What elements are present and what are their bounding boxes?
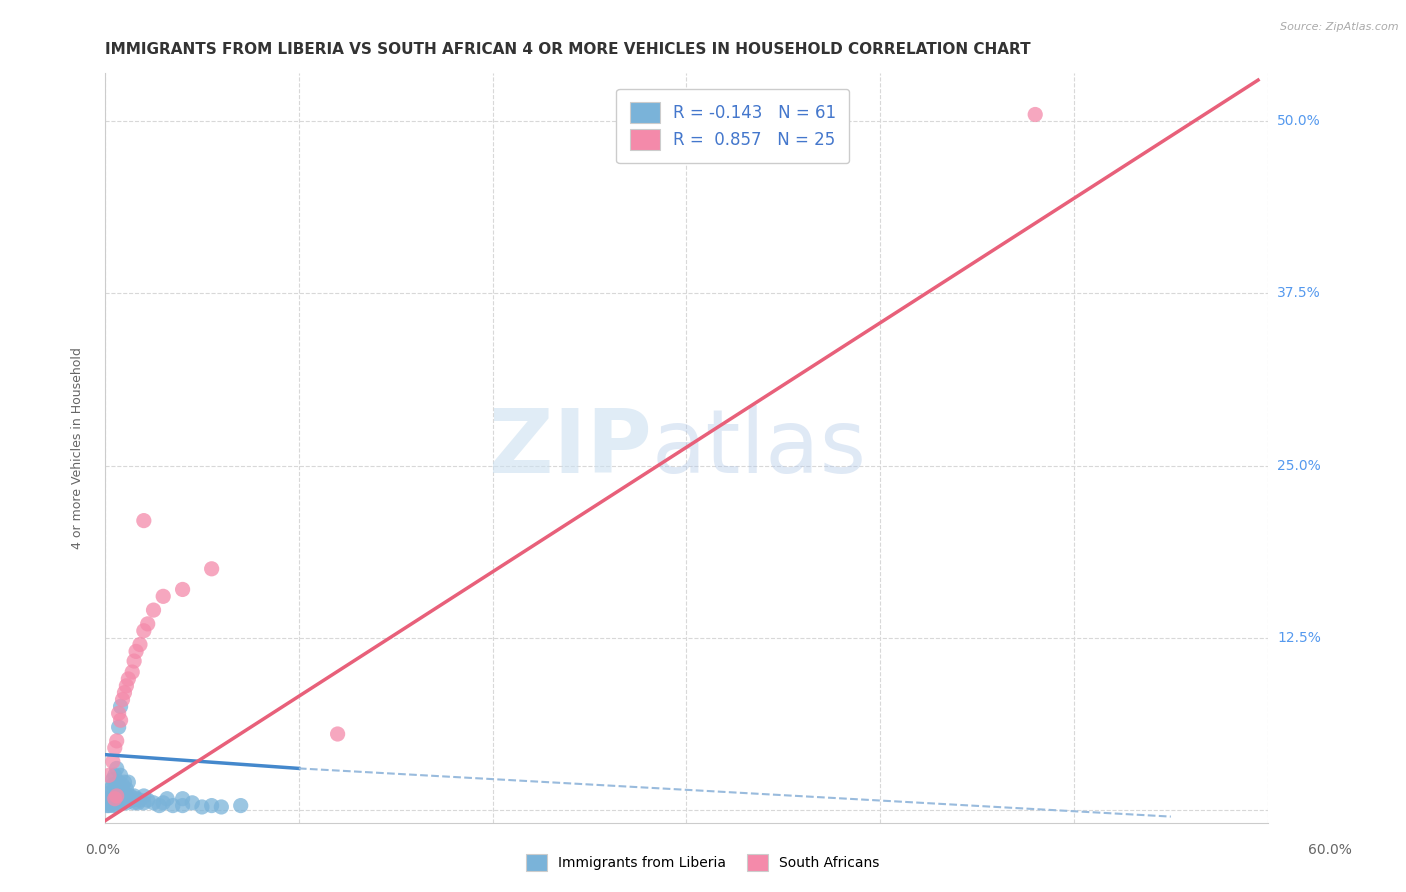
Point (148, 798, 170, 813)
Point (125, 644, 148, 658)
Point (326, 727, 349, 741)
Point (105, 786, 128, 800)
Point (97, 768, 120, 782)
Point (107, 706, 129, 721)
Point (181, 796, 204, 810)
Point (121, 665, 143, 679)
Point (105, 798, 128, 813)
Point (110, 782, 132, 797)
Point (110, 713, 132, 727)
Point (105, 778, 128, 792)
Text: 25.0%: 25.0% (1278, 458, 1322, 473)
Point (104, 791, 127, 805)
Point (97, 786, 120, 800)
Point (209, 800, 232, 814)
Point (96, 798, 118, 813)
Point (104, 789, 127, 803)
Point (107, 720, 129, 734)
Point (201, 562, 224, 576)
Text: 37.5%: 37.5% (1278, 286, 1322, 301)
Point (110, 768, 132, 782)
Point (122, 796, 145, 810)
Point (104, 740, 127, 755)
Point (96, 796, 118, 810)
Point (172, 582, 194, 597)
Point (97, 798, 120, 813)
Point (132, 789, 155, 803)
Text: atlas: atlas (651, 405, 866, 491)
Text: ZIP: ZIP (489, 405, 651, 491)
Point (152, 590, 174, 604)
Text: IMMIGRANTS FROM LIBERIA VS SOUTH AFRICAN 4 OR MORE VEHICLES IN HOUSEHOLD CORRELA: IMMIGRANTS FROM LIBERIA VS SOUTH AFRICAN… (105, 42, 1031, 57)
Point (129, 793, 152, 807)
Point (132, 514, 155, 528)
Y-axis label: 4 or more Vehicles in Household: 4 or more Vehicles in Household (72, 347, 84, 549)
Point (121, 793, 143, 807)
Text: Source: ZipAtlas.com: Source: ZipAtlas.com (1281, 22, 1399, 32)
Point (122, 654, 145, 668)
Point (107, 796, 129, 810)
Point (104, 796, 127, 810)
Point (136, 793, 159, 807)
Point (101, 755, 124, 769)
Point (114, 793, 136, 807)
Point (162, 798, 184, 813)
Text: 12.5%: 12.5% (1278, 631, 1322, 645)
Point (107, 775, 129, 789)
Point (115, 782, 138, 797)
Point (111, 692, 134, 706)
Point (117, 775, 139, 789)
Point (132, 624, 155, 638)
Point (172, 791, 194, 805)
Point (105, 761, 128, 775)
Point (152, 796, 174, 810)
Point (117, 791, 139, 805)
Point (115, 679, 138, 693)
Point (100, 789, 122, 803)
Point (104, 782, 127, 797)
Point (142, 796, 165, 810)
Point (142, 603, 165, 617)
Point (122, 789, 145, 803)
Point (120, 789, 142, 803)
Point (111, 778, 134, 792)
Point (101, 778, 124, 792)
Point (114, 775, 136, 789)
Point (115, 796, 138, 810)
Point (104, 768, 127, 782)
Legend: R = -0.143   N = 61, R =  0.857   N = 25: R = -0.143 N = 61, R = 0.857 N = 25 (616, 89, 849, 163)
Point (105, 791, 128, 805)
Point (111, 796, 134, 810)
Legend: Immigrants from Liberia, South Africans: Immigrants from Liberia, South Africans (520, 848, 886, 876)
Text: 0.0%: 0.0% (86, 843, 120, 857)
Point (100, 782, 122, 797)
Point (107, 789, 129, 803)
Text: 60.0%: 60.0% (1308, 843, 1353, 857)
Point (101, 798, 124, 813)
Point (101, 772, 124, 787)
Point (105, 734, 128, 748)
Point (100, 796, 122, 810)
Point (127, 796, 149, 810)
Point (110, 791, 132, 805)
Point (172, 798, 194, 813)
Point (111, 789, 134, 803)
Point (114, 686, 136, 700)
Point (132, 796, 155, 810)
Point (117, 672, 139, 686)
Point (136, 616, 159, 631)
Point (125, 791, 148, 805)
Point (114, 786, 136, 800)
Point (1024, 107, 1046, 121)
Point (97, 791, 120, 805)
Point (129, 638, 152, 652)
Point (201, 798, 224, 813)
Point (191, 800, 214, 814)
Point (156, 791, 179, 805)
Point (101, 793, 124, 807)
Point (105, 789, 128, 803)
Text: 50.0%: 50.0% (1278, 114, 1322, 128)
Point (110, 699, 132, 714)
Point (229, 798, 252, 813)
